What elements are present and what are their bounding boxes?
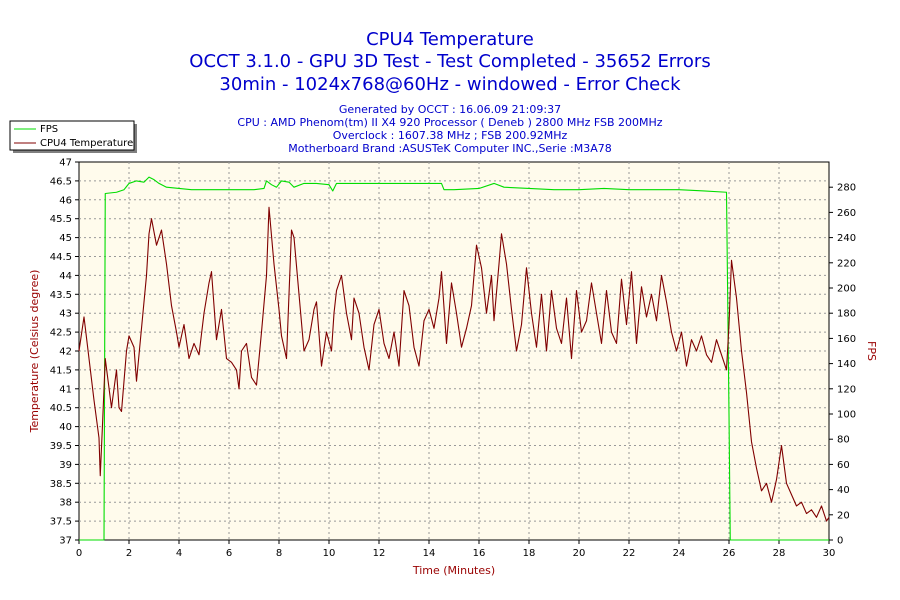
y-axis-ticks: 37 37.5 38 38.5 39 39.5 40 40.5 41 41.5 42 42.5 43 43… [50, 158, 79, 547]
x-tick-label: 24 [673, 548, 686, 559]
info-line-overclock: Overclock : 1607.38 MHz ; FSB 200.92MHz [333, 129, 568, 142]
x-tick-label: 0 [76, 548, 82, 559]
y2-tick-label: 240 [837, 233, 856, 244]
x-tick-label: 30 [823, 548, 836, 559]
y-tick-label: 45.5 [50, 214, 72, 225]
chart-title: CPU4 Temperature [366, 29, 534, 50]
y2-tick-label: 80 [837, 435, 850, 446]
y-tick-label: 43 [59, 309, 72, 320]
y-tick-label: 44 [59, 271, 72, 282]
x-tick-label: 6 [226, 548, 232, 559]
y-tick-label: 43.5 [50, 290, 72, 301]
y-axis-label: Temperature (Celsius degree) [28, 270, 41, 434]
y-tick-label: 39.5 [50, 441, 72, 452]
y-tick-label: 47 [59, 158, 72, 169]
legend-box [9, 120, 135, 151]
x-tick-label: 18 [523, 548, 536, 559]
x-tick-label: 12 [373, 548, 386, 559]
y-tick-label: 40 [59, 422, 72, 433]
y-tick-label: 46 [59, 195, 72, 206]
x-axis-label: Time (Minutes) [412, 564, 495, 577]
y-tick-label: 45 [59, 233, 72, 244]
x-tick-label: 22 [623, 548, 636, 559]
info-line-motherboard: Motherboard Brand :ASUSTeK Computer INC.… [288, 142, 612, 155]
chart-subtitle-2: 30min - 1024x768@60Hz - windowed - Error… [219, 74, 681, 95]
y-tick-label: 46.5 [50, 176, 72, 187]
y-tick-label: 37 [59, 536, 72, 547]
y-tick-label: 37.5 [50, 517, 72, 528]
y2-tick-label: 40 [837, 485, 850, 496]
x-tick-label: 14 [423, 548, 436, 559]
y-tick-label: 42.5 [50, 328, 72, 339]
info-line-generated: Generated by OCCT : 16.06.09 21:09:37 [339, 103, 561, 116]
series-line-cpu4-temperature [78, 206, 830, 522]
x-tick-label: 8 [276, 548, 282, 559]
y-tick-label: 38 [59, 498, 72, 509]
y-tick-label: 42 [59, 347, 72, 358]
y-tick-label: 41 [59, 384, 72, 395]
y-tick-label: 39 [59, 460, 72, 471]
y-tick-label: 38.5 [50, 479, 72, 490]
x-tick-label: 2 [126, 548, 132, 559]
y2-tick-label: 180 [837, 309, 856, 320]
y-tick-label: 41.5 [50, 365, 72, 376]
y2-axis-label: FPS [865, 341, 878, 361]
x-tick-label: 10 [323, 548, 336, 559]
y2-tick-label: 20 [837, 510, 850, 521]
y2-tick-label: 280 [837, 183, 856, 194]
x-tick-label: 16 [473, 548, 486, 559]
y-tick-label: 40.5 [50, 403, 72, 414]
x-tick-label: 20 [573, 548, 586, 559]
x-axis-ticks: 0 2 4 6 8 10 12 14 16 18 20 22 24 26 28 30 [76, 540, 836, 559]
y2-tick-label: 100 [837, 410, 856, 421]
y2-tick-label: 260 [837, 208, 856, 219]
y2-axis-ticks: 0 20 40 60 80 100 120 140 160 180 200 220 240 260 280 [829, 183, 856, 547]
y2-tick-label: 200 [837, 284, 856, 295]
y2-tick-label: 60 [837, 460, 850, 471]
y2-tick-label: 120 [837, 384, 856, 395]
legend: FPS CPU4 Temperature [9, 120, 137, 153]
info-line-cpu: CPU : AMD Phenom(tm) II X4 920 Processor… [237, 116, 662, 129]
grid [79, 162, 829, 540]
series-group [78, 176, 830, 541]
x-tick-label: 4 [176, 548, 182, 559]
x-tick-label: 28 [773, 548, 786, 559]
series-line-fps [79, 176, 829, 541]
y2-tick-label: 160 [837, 334, 856, 345]
chart-subtitle-1: OCCT 3.1.0 - GPU 3D Test - Test Complete… [189, 51, 710, 72]
legend-label-temperature: CPU4 Temperature [40, 138, 133, 149]
y2-tick-label: 220 [837, 258, 856, 269]
y2-tick-label: 0 [837, 536, 843, 547]
y2-tick-label: 140 [837, 359, 856, 370]
y-tick-label: 44.5 [50, 252, 72, 263]
x-tick-label: 26 [723, 548, 736, 559]
legend-label-fps: FPS [40, 124, 58, 135]
